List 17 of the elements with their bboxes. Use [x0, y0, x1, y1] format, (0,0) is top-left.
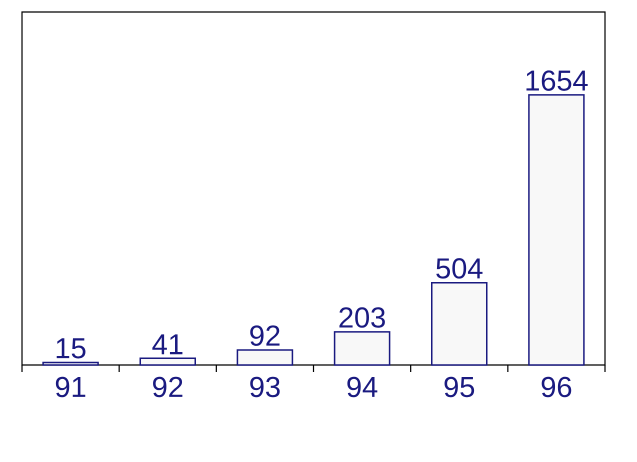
bar [431, 282, 488, 366]
data-label: 504 [436, 258, 482, 279]
data-label: 203 [339, 307, 385, 328]
x-tick-label: 96 [542, 376, 572, 398]
bar [236, 349, 294, 366]
bar [528, 94, 585, 366]
x-tick-label: 91 [56, 376, 86, 398]
data-label: 92 [250, 325, 280, 346]
data-label: 1654 [526, 70, 588, 91]
x-tick-label: 92 [153, 376, 182, 398]
bar [140, 358, 196, 366]
x-tick-label: 94 [347, 376, 378, 398]
bar [334, 331, 390, 366]
data-label: 15 [56, 338, 86, 358]
data-label: 41 [152, 334, 182, 354]
x-tick-label: 93 [250, 376, 280, 398]
x-tick-label: 95 [444, 376, 474, 398]
